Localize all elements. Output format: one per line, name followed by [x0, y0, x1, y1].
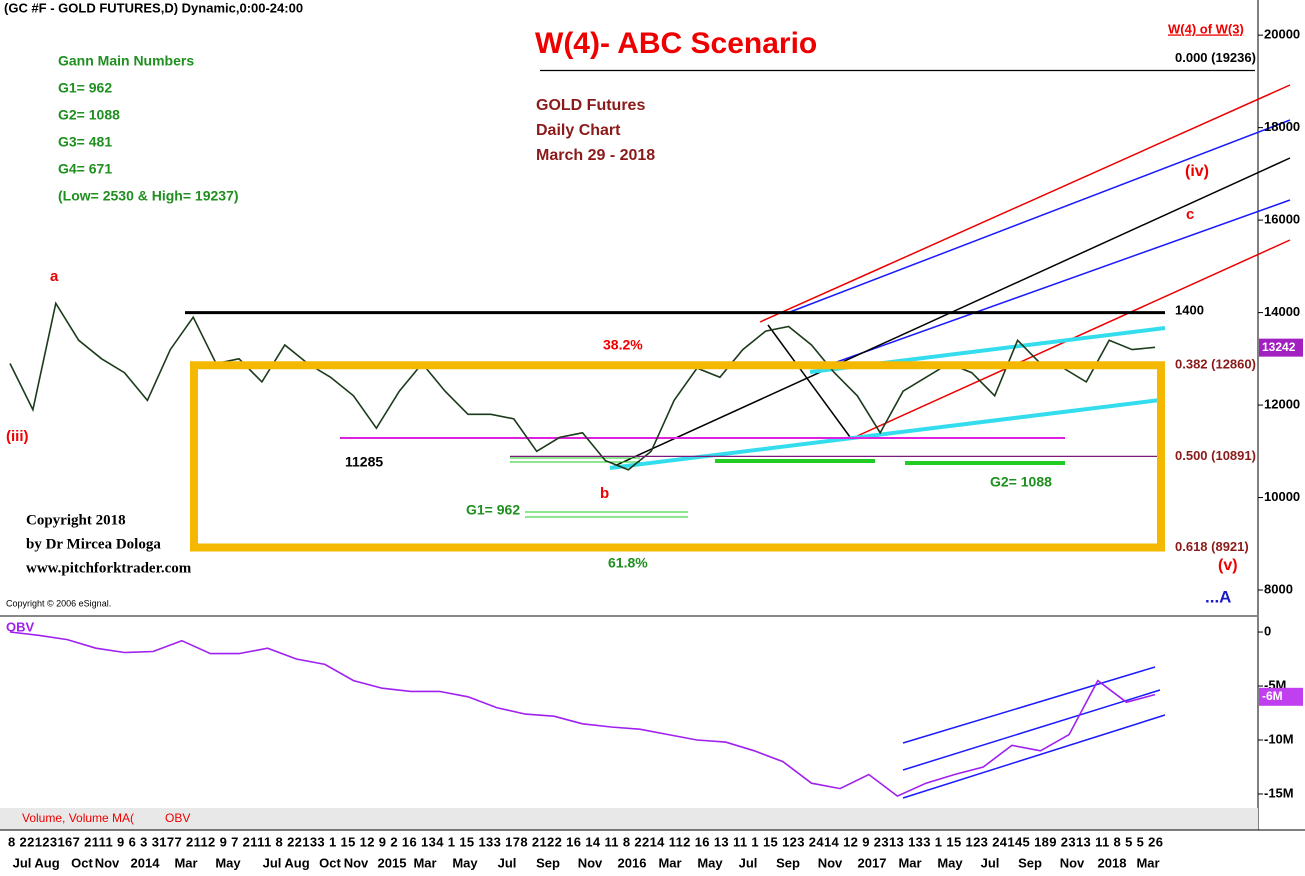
x-tick-month: 2014	[131, 855, 161, 870]
annotation: 11285	[345, 454, 383, 470]
x-tick-month: Aug	[284, 855, 309, 870]
copyright: Copyright 2018	[26, 512, 126, 528]
trend-line	[819, 199, 1291, 369]
y-tick-label: 14000	[1264, 304, 1300, 319]
x-tick-month: Mar	[413, 855, 436, 870]
subtitle: March 29 - 2018	[536, 147, 655, 164]
obv-channel	[902, 689, 1161, 771]
target-label: W(4) of W(3)	[1168, 21, 1244, 36]
x-tick-month: Mar	[174, 855, 197, 870]
source: Copyright © 2006 eSignal.	[6, 598, 111, 608]
gann-text: G3= 481	[58, 134, 112, 150]
y-tick-label: 8000	[1264, 581, 1293, 596]
annotation: 1400	[1175, 302, 1204, 317]
x-tick-month: 2017	[858, 855, 887, 870]
x-tick-month: Mar	[898, 855, 921, 870]
gann-text: Gann Main Numbers	[58, 53, 194, 69]
chart-title: W(4)- ABC Scenario	[535, 27, 817, 60]
annotation: c	[1186, 206, 1194, 223]
annotation: G1= 962	[466, 502, 520, 518]
y-tick-label: 18000	[1264, 119, 1300, 134]
x-tick-month: Nov	[1060, 855, 1085, 870]
fib-label: 0.500 (10891)	[1175, 448, 1256, 463]
x-tick-month: Jul	[981, 855, 1000, 870]
x-tick-month: Sep	[536, 855, 560, 870]
x-tick-month: 2018	[1098, 855, 1127, 870]
last-value-label: -6M	[1262, 689, 1283, 703]
series-line	[9, 631, 1156, 798]
gann-text: (Low= 2530 & High= 19237)	[58, 188, 239, 204]
y-tick-label: 12000	[1264, 397, 1300, 412]
tab-strip	[0, 808, 1258, 830]
annotation: (iv)	[1185, 163, 1209, 180]
x-tick-month: Sep	[1018, 855, 1042, 870]
annotation: (v)	[1218, 557, 1238, 574]
tab[interactable]: OBV	[165, 811, 190, 825]
gann-text: G2= 1088	[58, 107, 120, 123]
y-tick-label: -10M	[1264, 731, 1294, 746]
y-tick-label: 16000	[1264, 212, 1300, 227]
x-tick-month: Aug	[34, 855, 59, 870]
annotation: a	[50, 268, 59, 285]
x-tick-month: Jul	[263, 855, 282, 870]
trend-line	[767, 324, 851, 438]
annotation: b	[600, 485, 609, 502]
obv-channel	[902, 714, 1166, 799]
x-tick-month: May	[452, 855, 478, 870]
x-tick-month: Mar	[1136, 855, 1159, 870]
y-tick-label: 0	[1264, 623, 1271, 638]
fib-label: 0.382 (12860)	[1175, 357, 1256, 372]
x-tick-month: Jul	[739, 855, 758, 870]
y-tick-label: -15M	[1264, 785, 1294, 800]
x-tick-month: Nov	[95, 855, 120, 870]
subtitle: GOLD Futures	[536, 97, 645, 114]
fib-label: 0.000 (19236)	[1175, 50, 1256, 65]
tab[interactable]: Volume, Volume MA(	[22, 811, 134, 825]
x-tick-month: May	[937, 855, 963, 870]
x-tick-month: Jul	[13, 855, 32, 870]
annotation: 61.8%	[608, 555, 648, 571]
x-tick-month: Mar	[658, 855, 681, 870]
gann-text: G1= 962	[58, 80, 112, 96]
header: (GC #F - GOLD FUTURES,D) Dynamic,0:00-24…	[4, 0, 303, 15]
obv-title: OBV	[6, 619, 35, 634]
annotation: 38.2%	[603, 337, 643, 353]
x-tick-days: 8 22123167 2111 9 6 3 3177 2112 9 7 2111…	[8, 834, 1163, 849]
last-value-box	[1259, 338, 1303, 357]
annotation: ...A	[1205, 587, 1231, 606]
annotation: G2= 1088	[990, 474, 1052, 490]
x-tick-month: Oct	[71, 855, 93, 870]
x-tick-month: May	[215, 855, 241, 870]
x-tick-month: 2015	[378, 855, 407, 870]
x-tick-month: Sep	[776, 855, 800, 870]
x-tick-month: Jul	[498, 855, 517, 870]
y-tick-label: 20000	[1264, 27, 1300, 42]
x-tick-month: 2016	[618, 855, 647, 870]
copyright: www.pitchforktrader.com	[26, 560, 192, 576]
x-tick-month: Nov	[344, 855, 369, 870]
x-tick-month: Nov	[578, 855, 603, 870]
series-line	[9, 301, 1156, 471]
trend-line	[759, 84, 1291, 323]
gann-text: G4= 671	[58, 161, 112, 177]
annotation: (iii)	[6, 428, 29, 445]
last-value-label: 13242	[1262, 340, 1296, 354]
x-tick-month: Nov	[818, 855, 843, 870]
x-tick-month: Oct	[319, 855, 341, 870]
y-tick-label: 10000	[1264, 489, 1300, 504]
subtitle: Daily Chart	[536, 122, 621, 139]
copyright: by Dr Mircea Dologa	[26, 536, 161, 552]
fib-label: 0.618 (8921)	[1175, 539, 1249, 554]
trend-line	[789, 119, 1291, 313]
obv-channel	[902, 666, 1156, 744]
x-tick-month: May	[697, 855, 723, 870]
last-value-box	[1259, 687, 1303, 706]
